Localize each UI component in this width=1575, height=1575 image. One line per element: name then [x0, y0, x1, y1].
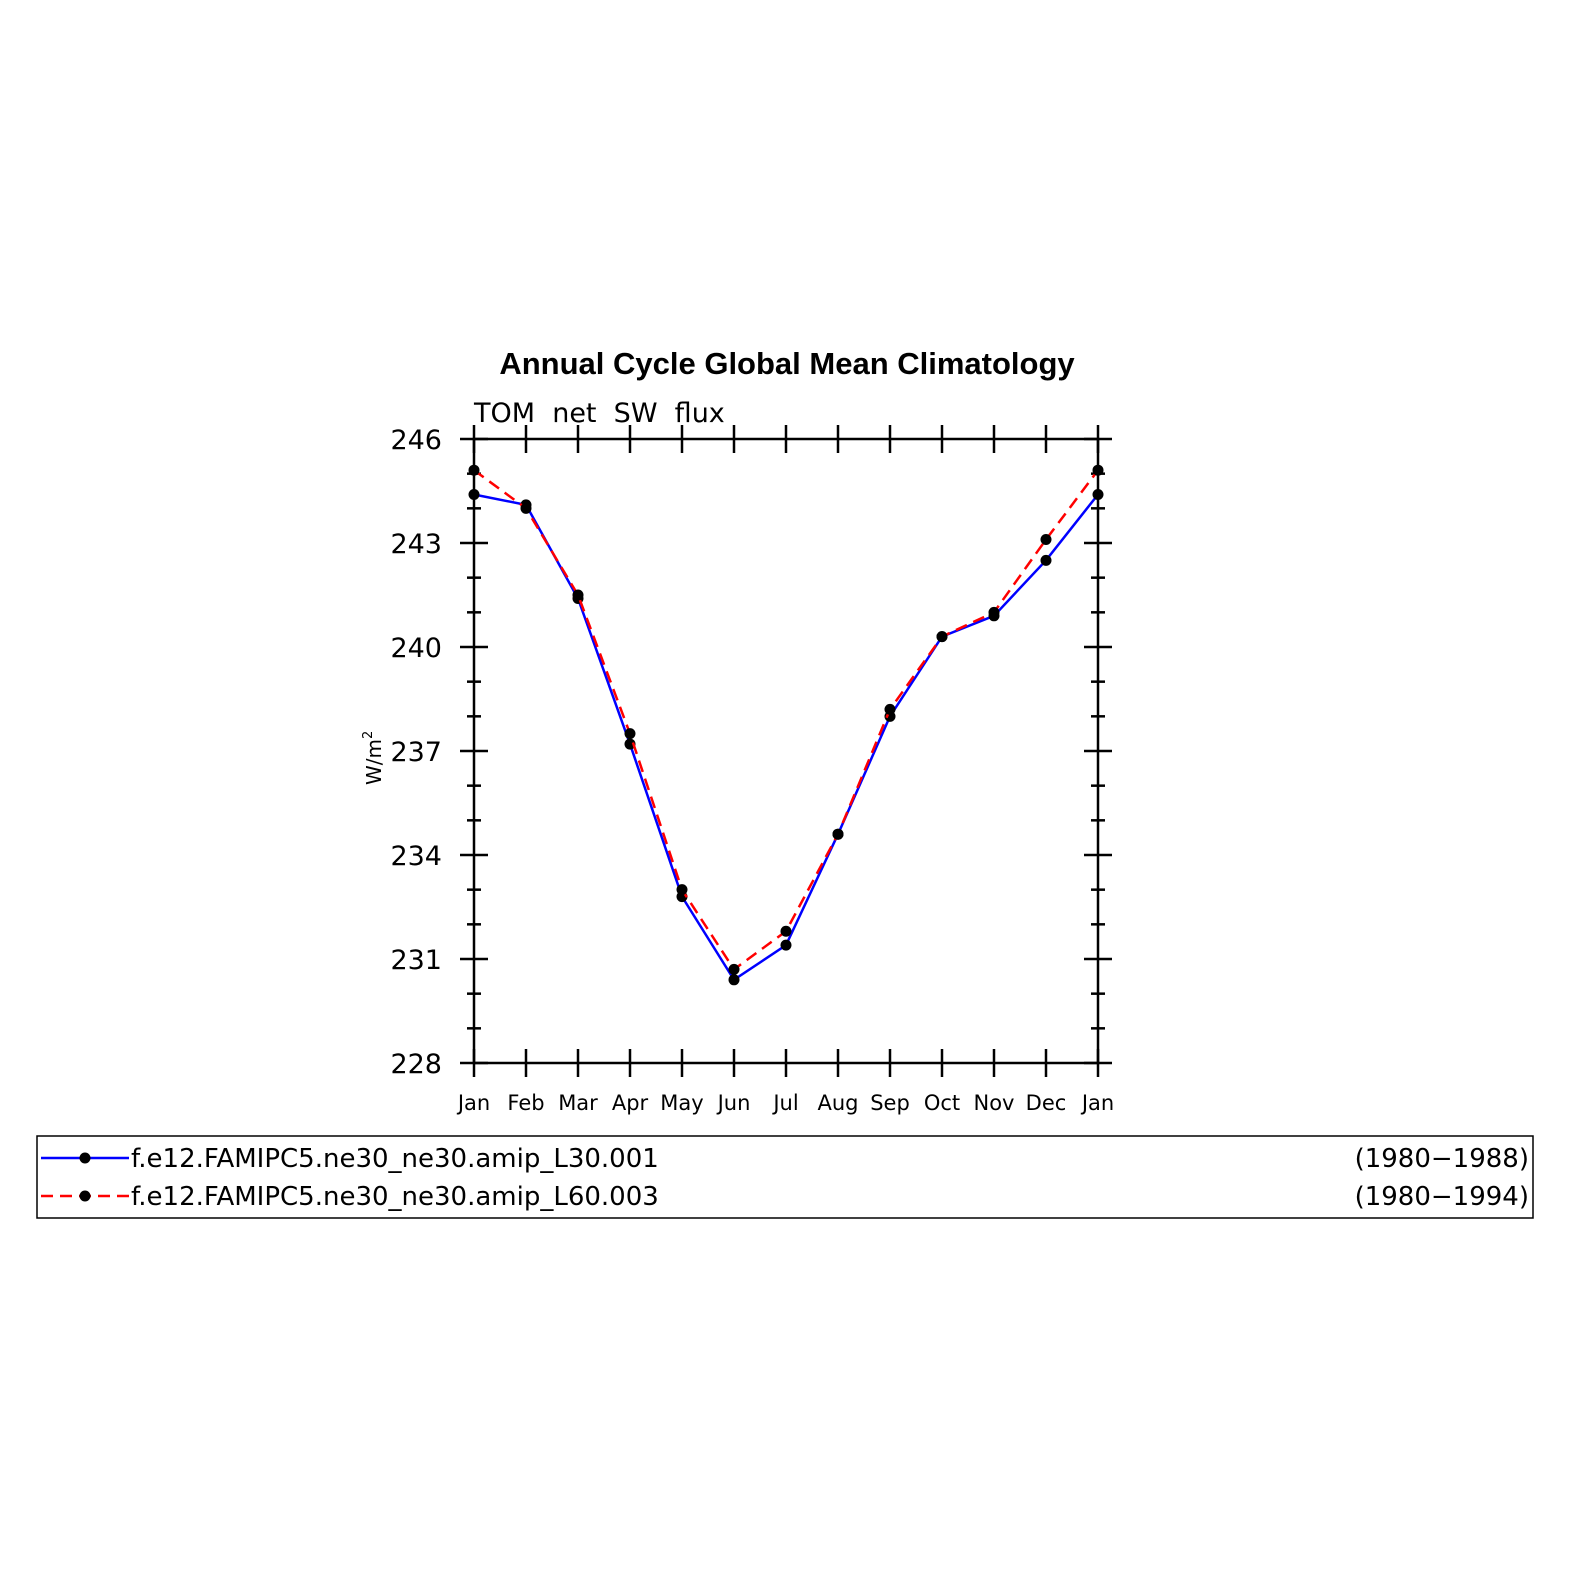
series-layer	[468, 464, 1104, 986]
y-tick-label: 231	[390, 945, 442, 976]
data-point	[624, 728, 636, 740]
x-tick-label: Sep	[870, 1091, 910, 1115]
legend-box	[36, 1135, 1534, 1219]
x-tick-labels: Jan Feb Mar Apr May Jun Jul Aug Sep Oct Nov Dec Jan	[456, 1091, 1114, 1115]
axis-ticks	[460, 425, 1112, 1077]
legend: f.e12.FAMIPC5.ne30_ne30.amip_L30.001 (198…	[41, 1144, 1529, 1212]
series-2	[468, 464, 1104, 975]
legend-series-period: (1980−1988)	[1355, 1144, 1529, 1174]
data-point	[1092, 488, 1104, 500]
data-point	[468, 464, 480, 476]
x-tick-label: Jan	[1080, 1091, 1114, 1115]
y-tick-label: 234	[390, 841, 442, 872]
svg-text:W/m2: W/m2	[361, 731, 386, 785]
data-point	[780, 925, 792, 937]
data-point	[572, 589, 584, 601]
y-axis-label: W/m2	[361, 731, 386, 785]
x-tick-label: Apr	[612, 1091, 649, 1115]
data-point	[624, 738, 636, 750]
x-tick-label: Mar	[558, 1091, 598, 1115]
data-point	[676, 884, 688, 896]
x-tick-label: Dec	[1026, 1091, 1067, 1115]
data-point	[884, 703, 896, 715]
series-line	[473, 493, 1099, 982]
legend-item: f.e12.FAMIPC5.ne30_ne30.amip_L30.001 (198…	[41, 1144, 1529, 1174]
x-tick-label: Aug	[817, 1091, 858, 1115]
y-tick-label: 246	[390, 425, 442, 456]
data-point	[988, 606, 1000, 618]
data-point	[468, 488, 480, 500]
data-point	[520, 502, 532, 514]
y-tick-label: 243	[390, 529, 442, 560]
legend-marker	[79, 1190, 91, 1202]
legend-series-period: (1980−1994)	[1355, 1182, 1529, 1212]
data-point	[936, 631, 948, 643]
x-tick-label: Feb	[507, 1091, 544, 1115]
y-tick-label: 228	[390, 1049, 442, 1080]
y-axis-label-superscript: 2	[361, 731, 376, 739]
legend-item: f.e12.FAMIPC5.ne30_ne30.amip_L60.003 (198…	[41, 1182, 1529, 1212]
x-tick-label: Oct	[924, 1091, 960, 1115]
chart-title: Annual Cycle Global Mean Climatology	[499, 346, 1075, 381]
legend-series-name: f.e12.FAMIPC5.ne30_ne30.amip_L30.001	[131, 1144, 659, 1174]
data-point	[1040, 554, 1052, 566]
data-point	[728, 963, 740, 975]
series-1	[468, 488, 1104, 986]
x-tick-label: Jun	[716, 1091, 751, 1115]
y-tick-label: 237	[390, 737, 442, 768]
chart-subtitle: TOM net SW flux	[473, 398, 725, 429]
data-point	[728, 974, 740, 986]
x-tick-label: Jul	[771, 1091, 798, 1115]
legend-series-name: f.e12.FAMIPC5.ne30_ne30.amip_L60.003	[131, 1182, 659, 1212]
data-point	[1092, 464, 1104, 476]
x-tick-label: Nov	[974, 1091, 1015, 1115]
y-tick-labels: 228 231 234 237 240 243 246	[390, 425, 442, 1080]
plot-frame	[472, 437, 1100, 1065]
legend-marker	[79, 1152, 91, 1164]
data-point	[832, 828, 844, 840]
series-line	[473, 469, 1099, 972]
x-tick-label: Jan	[456, 1091, 490, 1115]
data-point	[1040, 534, 1052, 546]
data-point	[780, 939, 792, 951]
y-tick-label: 240	[390, 633, 442, 664]
y-axis-label-text: W/m	[362, 739, 386, 785]
x-tick-label: May	[660, 1091, 703, 1115]
